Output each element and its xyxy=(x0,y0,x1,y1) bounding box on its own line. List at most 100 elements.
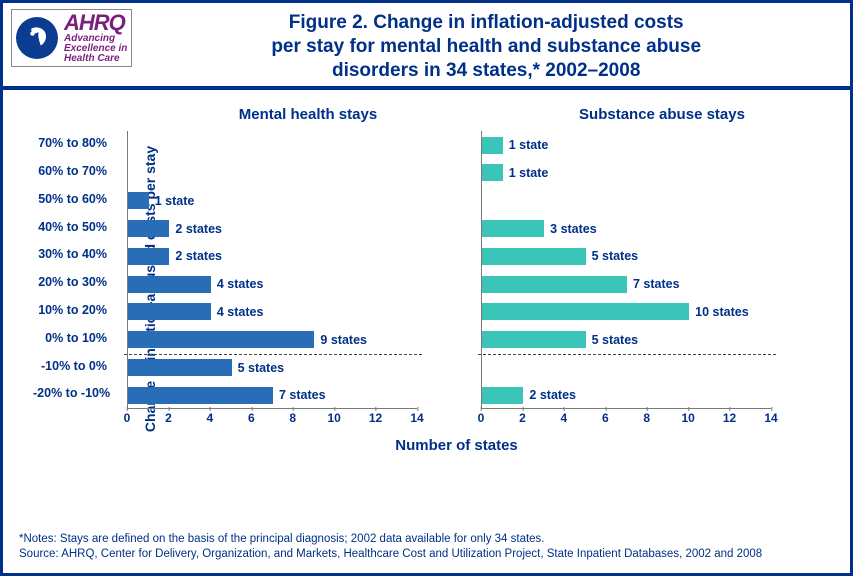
y-category-label: 20% to 30% xyxy=(33,269,107,297)
bar xyxy=(482,303,689,320)
plot-region: 1 state 2 states 2 states 4 states 4 states 9… xyxy=(127,131,417,409)
bar xyxy=(128,303,211,320)
bar-value-label: 1 state xyxy=(509,138,549,152)
bar xyxy=(482,331,586,348)
bar-value-label: 2 states xyxy=(175,249,222,263)
bar-row: 7 states xyxy=(482,270,772,298)
bar-value-label: 1 state xyxy=(155,194,195,208)
y-category-label: 30% to 40% xyxy=(33,241,107,269)
x-tick-label: 2 xyxy=(519,411,526,425)
bar-row xyxy=(128,131,418,159)
figure-title: Figure 2. Change in inflation-adjusted c… xyxy=(132,9,840,82)
bar xyxy=(482,387,523,404)
x-tick-label: 12 xyxy=(723,411,736,425)
x-tick-label: 10 xyxy=(681,411,694,425)
y-category-label: 10% to 20% xyxy=(33,297,107,325)
x-axis-ticks: 02468101214 xyxy=(127,409,417,427)
bar xyxy=(482,248,586,265)
x-tick-label: 0 xyxy=(124,411,131,425)
bar-value-label: 2 states xyxy=(529,388,576,402)
subtitle-mental-health: Mental health stays xyxy=(163,106,453,123)
footnote-source: Source: AHRQ, Center for Delivery, Organ… xyxy=(19,547,834,563)
bar xyxy=(128,359,232,376)
zero-reference-line xyxy=(478,354,776,355)
x-tick-label: 0 xyxy=(478,411,485,425)
bar xyxy=(482,137,503,154)
bar-value-label: 7 states xyxy=(279,388,326,402)
footnote-notes: *Notes: Stays are defined on the basis o… xyxy=(19,532,834,548)
bar-row: 10 states xyxy=(482,298,772,326)
y-category-label: 40% to 50% xyxy=(33,214,107,242)
bar-row: 4 states xyxy=(128,270,418,298)
x-axis-ticks: 02468101214 xyxy=(481,409,771,427)
chart-mental-health: 1 state 2 states 2 states 4 states 4 states 9… xyxy=(127,131,417,427)
bar xyxy=(482,164,503,181)
x-tick-label: 6 xyxy=(248,411,255,425)
bar-row: 1 state xyxy=(128,187,418,215)
y-category-label: 50% to 60% xyxy=(33,186,107,214)
bar-row: 2 states xyxy=(128,242,418,270)
bar-value-label: 5 states xyxy=(592,249,639,263)
bar-row xyxy=(482,187,772,215)
chart-area: Change in inflation-adjusted costs per s… xyxy=(3,90,850,488)
chart-substance-abuse: 1 state 1 state 3 states 5 states 7 states 10… xyxy=(481,131,771,427)
figure-header: AHRQ Advancing Excellence in Health Care… xyxy=(3,3,850,90)
bar-value-label: 9 states xyxy=(320,333,367,347)
y-category-label: -10% to 0% xyxy=(33,353,107,381)
bar-row: 5 states xyxy=(482,326,772,354)
ahrq-tagline-3: Health Care xyxy=(64,54,127,64)
bar-row: 5 states xyxy=(482,242,772,270)
bar-row: 4 states xyxy=(128,298,418,326)
bar-row: 3 states xyxy=(482,215,772,243)
x-tick-label: 14 xyxy=(764,411,777,425)
bar xyxy=(128,192,149,209)
charts-row: 1 state 2 states 2 states 4 states 4 states 9… xyxy=(127,131,830,427)
subtitle-substance-abuse: Substance abuse stays xyxy=(517,106,807,123)
bar-row: 5 states xyxy=(128,354,418,382)
title-line-2: per stay for mental health and substance… xyxy=(132,35,840,59)
bar-value-label: 2 states xyxy=(175,222,222,236)
logo-block: AHRQ Advancing Excellence in Health Care xyxy=(11,9,132,67)
panel-subtitles: Mental health stays Substance abuse stay… xyxy=(163,106,830,123)
bar-row: 2 states xyxy=(128,215,418,243)
bar-value-label: 10 states xyxy=(695,305,749,319)
y-category-label: -20% to -10% xyxy=(33,380,107,408)
bar-value-label: 7 states xyxy=(633,277,680,291)
x-tick-label: 12 xyxy=(369,411,382,425)
y-category-labels: 70% to 80%60% to 70%50% to 60%40% to 50%… xyxy=(33,130,107,408)
bar xyxy=(128,220,169,237)
ahrq-logo-text: AHRQ Advancing Excellence in Health Care xyxy=(64,12,127,64)
bar-row: 1 state xyxy=(482,131,772,159)
footnotes: *Notes: Stays are defined on the basis o… xyxy=(19,532,834,563)
bar-value-label: 4 states xyxy=(217,277,264,291)
hhs-logo-icon xyxy=(16,17,58,59)
bar xyxy=(482,220,544,237)
x-tick-label: 6 xyxy=(602,411,609,425)
x-axis-label: Number of states xyxy=(83,437,830,454)
bar-row: 7 states xyxy=(128,381,418,409)
bar-value-label: 5 states xyxy=(592,333,639,347)
y-category-label: 70% to 80% xyxy=(33,130,107,158)
bar-row: 1 state xyxy=(482,159,772,187)
bar-row xyxy=(128,159,418,187)
y-category-label: 60% to 70% xyxy=(33,158,107,186)
bar-value-label: 3 states xyxy=(550,222,597,236)
ahrq-acronym: AHRQ xyxy=(64,12,127,34)
bar-value-label: 4 states xyxy=(217,305,264,319)
x-tick-label: 2 xyxy=(165,411,172,425)
bar-row xyxy=(482,354,772,382)
plot-region: 1 state 1 state 3 states 5 states 7 states 10… xyxy=(481,131,771,409)
x-tick-label: 14 xyxy=(410,411,423,425)
bar xyxy=(128,248,169,265)
zero-reference-line xyxy=(124,354,422,355)
figure-frame: AHRQ Advancing Excellence in Health Care… xyxy=(0,0,853,576)
bar-value-label: 5 states xyxy=(238,361,285,375)
x-tick-label: 8 xyxy=(643,411,650,425)
bar xyxy=(128,387,273,404)
bar xyxy=(128,276,211,293)
y-category-label: 0% to 10% xyxy=(33,325,107,353)
bar-value-label: 1 state xyxy=(509,166,549,180)
x-tick-label: 4 xyxy=(561,411,568,425)
bar-row: 9 states xyxy=(128,326,418,354)
x-tick-label: 8 xyxy=(289,411,296,425)
